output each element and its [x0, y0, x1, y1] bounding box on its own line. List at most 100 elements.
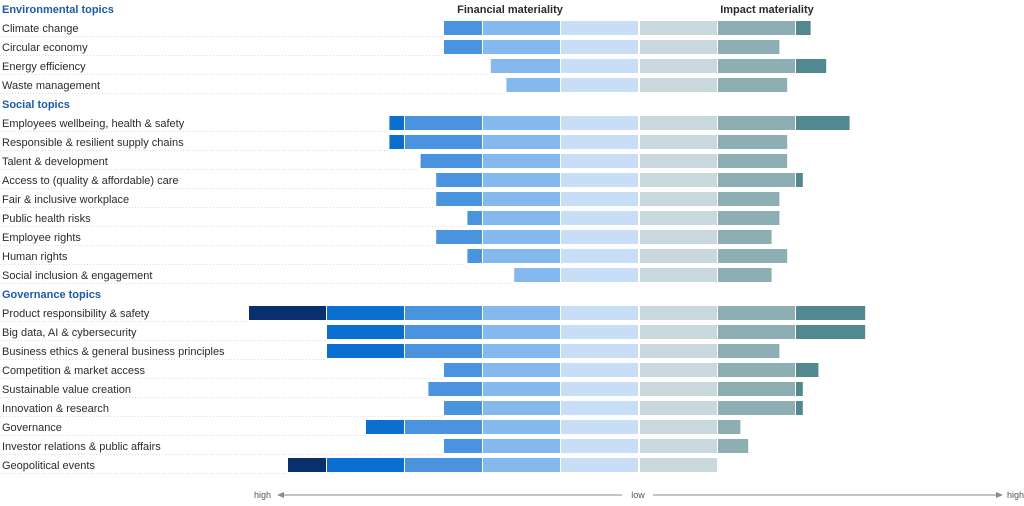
financial-bar-segment — [389, 135, 404, 149]
topic-row: Big data, AI & cybersecurity — [0, 325, 866, 341]
impact-bar-segment — [640, 363, 717, 377]
financial-bar-segment — [561, 325, 638, 339]
financial-bar-segment — [483, 211, 560, 225]
financial-bar-segment — [483, 154, 560, 168]
topic-label: Competition & market access — [2, 365, 146, 377]
impact-bar-segment — [640, 249, 717, 263]
topic-label: Employee rights — [2, 232, 81, 244]
impact-bar-segment — [640, 230, 717, 244]
impact-bar-segment — [796, 173, 803, 187]
financial-bar-segment — [483, 401, 560, 415]
financial-bar-segment — [483, 363, 560, 377]
impact-bar-segment — [796, 21, 811, 35]
topic-label: Human rights — [2, 251, 68, 263]
financial-bar-segment — [483, 230, 560, 244]
financial-bar-segment — [436, 173, 482, 187]
financial-bar-segment — [483, 192, 560, 206]
financial-bar-segment — [405, 458, 482, 472]
impact-bar-segment — [718, 363, 795, 377]
financial-bar-segment — [436, 192, 482, 206]
financial-bar-segment — [288, 458, 326, 472]
materiality-axis: high low high — [254, 490, 1024, 500]
topic-label: Big data, AI & cybersecurity — [2, 327, 137, 339]
topic-row: Product responsibility & safety — [0, 306, 866, 322]
topic-label: Geopolitical events — [2, 460, 95, 472]
financial-bar-segment — [483, 249, 560, 263]
financial-bar-segment — [561, 21, 638, 35]
impact-bar-segment — [640, 401, 717, 415]
impact-bar-segment — [718, 173, 795, 187]
topic-row: Governance — [0, 420, 741, 436]
impact-bar-segment — [718, 230, 772, 244]
financial-bar-segment — [561, 249, 638, 263]
financial-bar-segment — [490, 59, 560, 73]
impact-bar-segment — [640, 192, 717, 206]
financial-bar-segment — [444, 401, 482, 415]
topic-row: Access to (quality & affordable) care — [0, 173, 803, 189]
impact-bar-segment — [640, 59, 717, 73]
financial-bar-segment — [327, 325, 404, 339]
financial-bar-segment — [444, 40, 482, 54]
impact-bar-segment — [718, 40, 780, 54]
financial-bar-segment — [483, 439, 560, 453]
impact-bar-segment — [640, 21, 717, 35]
financial-bar-segment — [327, 458, 404, 472]
group-title: Governance topics — [2, 289, 101, 301]
impact-bar-segment — [718, 154, 788, 168]
financial-bar-segment — [561, 116, 638, 130]
financial-bar-segment — [561, 420, 638, 434]
impact-bar-segment — [796, 382, 803, 396]
financial-bar-segment — [405, 306, 482, 320]
financial-bar-segment — [436, 230, 482, 244]
axis-label-low: low — [631, 490, 645, 500]
impact-bar-segment — [640, 211, 717, 225]
topic-label: Public health risks — [2, 213, 91, 225]
axis-label-high-right: high — [1007, 490, 1024, 500]
financial-bar-segment — [405, 325, 482, 339]
impact-bar-segment — [718, 59, 795, 73]
impact-bar-segment — [640, 40, 717, 54]
impact-bar-segment — [640, 325, 717, 339]
impact-bar-segment — [640, 173, 717, 187]
impact-bar-segment — [718, 268, 772, 282]
financial-bar-segment — [483, 21, 560, 35]
impact-bar-segment — [718, 382, 795, 396]
header-impact-materiality: Impact materiality — [720, 4, 814, 16]
financial-bar-segment — [444, 363, 482, 377]
financial-bar-segment — [561, 154, 638, 168]
financial-bar-segment — [327, 306, 404, 320]
financial-bar-segment — [420, 154, 482, 168]
topic-row: Energy efficiency — [0, 59, 827, 75]
financial-bar-segment — [467, 211, 482, 225]
topic-row: Business ethics & general business princ… — [0, 344, 780, 360]
impact-bar-segment — [640, 116, 717, 130]
topic-label: Business ethics & general business princ… — [2, 346, 225, 358]
impact-bar-segment — [640, 78, 717, 92]
impact-bar-segment — [718, 306, 795, 320]
financial-bar-segment — [561, 192, 638, 206]
financial-bar-segment — [405, 344, 482, 358]
topic-label: Investor relations & public affairs — [2, 441, 161, 453]
impact-bar-segment — [718, 116, 795, 130]
axis-arrow-left-head — [277, 492, 284, 498]
impact-bar-segment — [796, 306, 866, 320]
axis-label-high-left: high — [254, 490, 271, 500]
topic-label: Access to (quality & affordable) care — [2, 175, 179, 187]
financial-bar-segment — [561, 363, 638, 377]
topic-label: Responsible & resilient supply chains — [2, 137, 184, 149]
financial-bar-segment — [444, 439, 482, 453]
impact-bar-segment — [796, 363, 819, 377]
financial-bar-segment — [483, 306, 560, 320]
topic-row: Geopolitical events — [0, 458, 717, 474]
impact-bar-segment — [718, 211, 780, 225]
financial-bar-segment — [483, 135, 560, 149]
financial-bar-segment — [561, 59, 638, 73]
topic-row: Public health risks — [0, 211, 780, 227]
financial-bar-segment — [483, 382, 560, 396]
topic-label: Governance — [2, 422, 62, 434]
financial-bar-segment — [506, 78, 560, 92]
impact-bar-segment — [640, 439, 717, 453]
topic-row: Climate change — [0, 21, 811, 37]
financial-bar-segment — [249, 306, 326, 320]
